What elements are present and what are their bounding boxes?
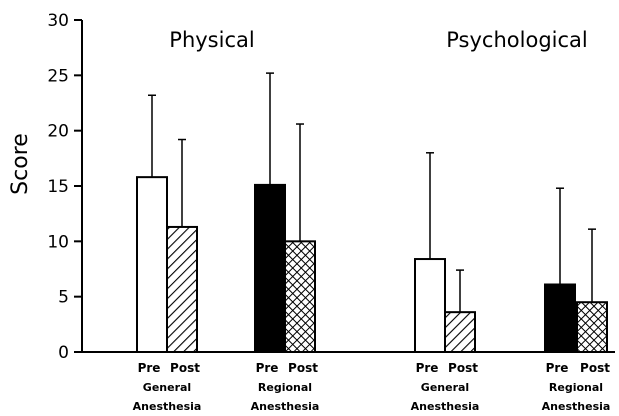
bar [444, 311, 476, 354]
bar [166, 225, 198, 354]
condition-label: Post [448, 361, 478, 375]
condition-label: Pre [256, 361, 279, 375]
y-axis-label: Score [8, 133, 33, 195]
group-label: General [421, 381, 469, 394]
y-tick-label: 10 [47, 232, 69, 252]
y-tick-label: 20 [47, 122, 69, 142]
y-tick-label: 5 [58, 288, 69, 308]
y-tick-label: 15 [47, 177, 69, 197]
bar [136, 176, 168, 353]
group-label: Anesthesia [251, 400, 320, 413]
panel-title: Physical [169, 28, 254, 52]
bar [254, 183, 286, 353]
y-tick-label: 25 [47, 66, 69, 86]
condition-label: Post [170, 361, 200, 375]
group-label: General [143, 381, 191, 394]
group-label: Anesthesia [133, 400, 202, 413]
panel-title: Psychological [446, 28, 587, 52]
condition-label: Pre [546, 361, 569, 375]
group-label: Anesthesia [542, 400, 611, 413]
condition-label: Post [288, 361, 318, 375]
bar [414, 258, 446, 354]
bar [544, 283, 576, 354]
condition-label: Pre [416, 361, 439, 375]
condition-label: Pre [138, 361, 161, 375]
group-label: Anesthesia [411, 400, 480, 413]
condition-label: Post [580, 361, 610, 375]
y-tick-label: 0 [58, 343, 69, 363]
group-label: Regional [549, 381, 603, 394]
group-label: Regional [258, 381, 312, 394]
bar [576, 301, 608, 354]
bar [284, 240, 316, 353]
y-tick-label: 30 [47, 11, 69, 31]
